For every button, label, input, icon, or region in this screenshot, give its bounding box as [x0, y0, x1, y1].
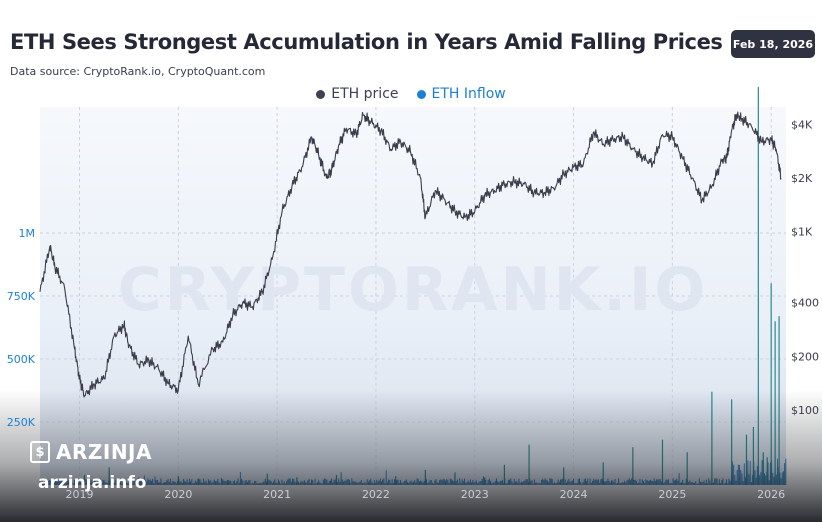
right-tick-label: $1K [791, 226, 813, 239]
left-tick-label: 1M [19, 227, 36, 240]
right-tick-label: $400 [791, 297, 819, 310]
price-series-line [39, 111, 782, 398]
x-tick-label: 2023 [461, 488, 489, 501]
right-axis: $100 $200 $400 $1K $2K $4K [791, 118, 819, 417]
date-badge: Feb 18, 2026 [731, 30, 815, 58]
right-tick-label: $200 [791, 350, 819, 363]
watermark-center: CRYPTORANK.IO [118, 255, 709, 325]
left-tick-label: 750K [7, 290, 36, 303]
brand-name: ARZINJA [56, 440, 152, 464]
legend-price-label: ETH price [331, 86, 399, 102]
x-tick-label: 2024 [560, 488, 588, 501]
legend-item-inflow[interactable]: ETH Inflow [416, 86, 506, 102]
right-tick-label: $2K [791, 172, 813, 185]
x-tick-label: 2026 [757, 488, 785, 501]
chart-title: ETH Sees Strongest Accumulation in Years… [10, 30, 723, 54]
left-tick-label: 500K [7, 353, 36, 366]
data-source: Data source: CryptoRank.io, CryptoQuant.… [10, 65, 266, 78]
x-tick-label: 2020 [164, 488, 192, 501]
x-tick-label: 2021 [263, 488, 291, 501]
x-tick-label: 2025 [658, 488, 686, 501]
legend: ETH price ETH Inflow [0, 86, 822, 102]
watermark-brand: $ ARZINJA [30, 440, 152, 464]
brand-logo-icon: $ [30, 441, 50, 463]
legend-price-dot-icon [316, 89, 326, 99]
left-tick-label: 250K [7, 416, 36, 429]
left-axis: 250K 500K 750K 1M [7, 227, 36, 429]
x-tick-label: 2022 [362, 488, 390, 501]
legend-inflow-label: ETH Inflow [431, 86, 506, 102]
x-axis: 2019 2020 2021 2022 2023 2024 2025 2026 [66, 488, 786, 501]
bottom-fade [0, 390, 822, 522]
legend-inflow-dot-icon [416, 89, 426, 99]
right-tick-label: $100 [791, 404, 819, 417]
price-line [39, 111, 782, 398]
brand-site: arzinja.info [38, 473, 147, 493]
x-tick-label: 2019 [66, 488, 94, 501]
right-tick-label: $4K [791, 118, 813, 131]
legend-item-price[interactable]: ETH price [316, 86, 399, 102]
